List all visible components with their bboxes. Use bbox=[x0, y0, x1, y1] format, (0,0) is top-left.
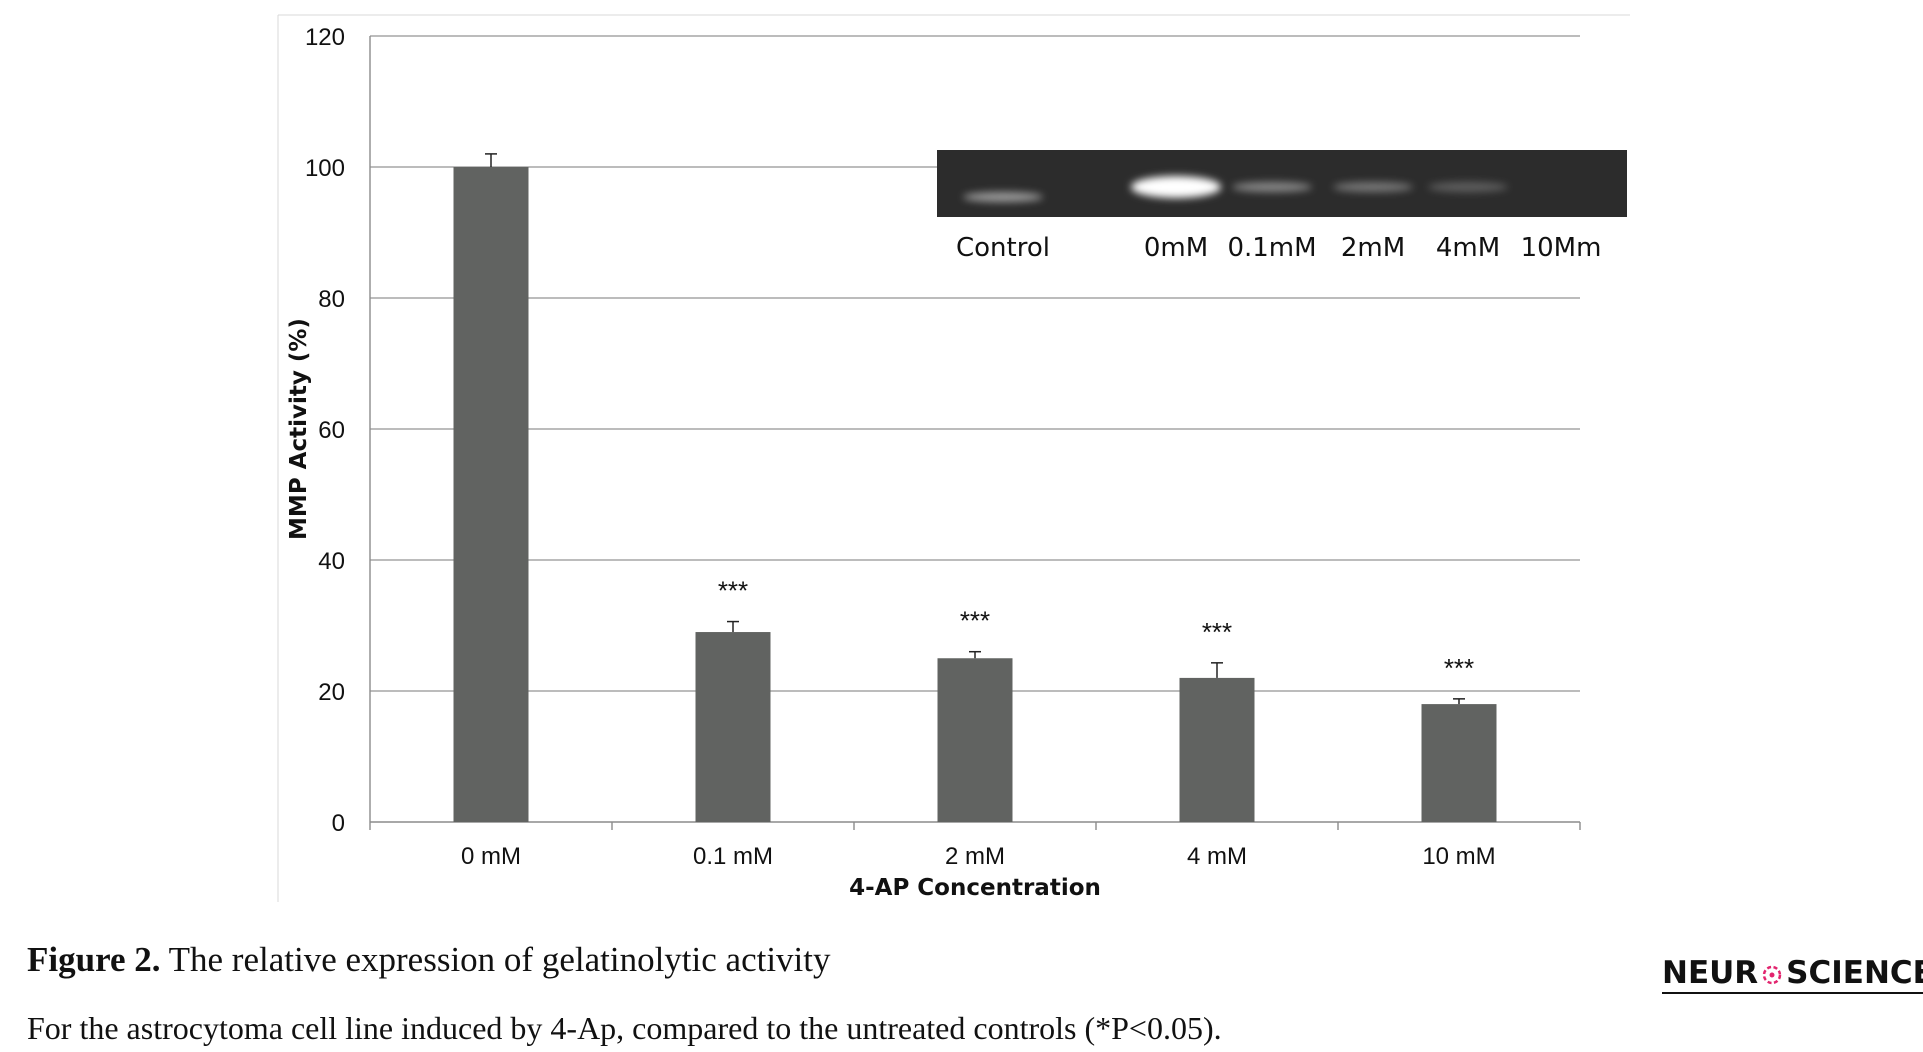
gel-lane-labels: Control 0mM 0.1mM 2mM 4mM 10Mm bbox=[956, 233, 1601, 263]
y-tick-label-20: 20 bbox=[318, 679, 345, 706]
x-tick-label-2: 0.1 mM bbox=[693, 843, 773, 870]
brain-network-icon bbox=[1762, 965, 1782, 984]
logo-text-left: NEUR bbox=[1662, 955, 1759, 991]
gel-lane-label-2: 0mM bbox=[1144, 233, 1208, 263]
logo-text-right: SCIENCE bbox=[1786, 955, 1923, 991]
significance-label-5: *** bbox=[1444, 653, 1474, 683]
significance-label-4: *** bbox=[1202, 617, 1232, 647]
bar-4 bbox=[1179, 677, 1255, 822]
gel-bands bbox=[963, 176, 1508, 202]
gel-band-4 bbox=[1333, 182, 1413, 192]
gel-lane-label-4: 2mM bbox=[1341, 233, 1405, 263]
figure-caption-title: Figure 2. The relative expression of gel… bbox=[27, 940, 831, 980]
bar-3 bbox=[937, 658, 1013, 822]
x-tick-label-4: 4 mM bbox=[1187, 843, 1247, 870]
gel-band-2 bbox=[1131, 176, 1221, 198]
figure-caption-body: For the astrocytoma cell line induced by… bbox=[27, 1010, 1222, 1046]
y-tick-label-100: 100 bbox=[305, 155, 345, 182]
x-axis-title: 4-AP Concentration bbox=[849, 875, 1101, 901]
gel-lane-label-1: Control bbox=[956, 233, 1050, 263]
gel-band-3 bbox=[1232, 182, 1312, 192]
bar-1 bbox=[453, 167, 529, 822]
labels: 0 20 40 60 80 100 120 0 mM 0.1 mM *** 2 mM *** 4 mM *… bbox=[286, 24, 1496, 901]
bar-5 bbox=[1421, 704, 1497, 822]
gel-lane-label-5: 4mM bbox=[1436, 233, 1500, 263]
significance-label-2: *** bbox=[718, 576, 748, 606]
x-tick-label-5: 10 mM bbox=[1422, 843, 1495, 870]
figure-label: Figure 2. bbox=[27, 940, 161, 979]
y-tick-label-120: 120 bbox=[305, 24, 345, 51]
bar-2 bbox=[695, 632, 771, 822]
gel-band-5 bbox=[1428, 182, 1508, 192]
bars bbox=[453, 153, 1497, 822]
x-tick-label-3: 2 mM bbox=[945, 843, 1005, 870]
x-tick-label-1: 0 mM bbox=[461, 843, 521, 870]
bar-chart: 0 20 40 60 80 100 120 0 mM 0.1 mM *** 2 mM *** 4 mM *… bbox=[277, 14, 1630, 902]
gel-band-1 bbox=[963, 192, 1043, 202]
gel-lane-label-6: 10Mm bbox=[1521, 233, 1602, 263]
figure-title: The relative expression of gelatinolytic… bbox=[168, 940, 831, 979]
gel-inset: Control 0mM 0.1mM 2mM 4mM 10Mm bbox=[937, 150, 1627, 263]
y-tick-label-80: 80 bbox=[318, 286, 345, 313]
gel-lane-label-3: 0.1mM bbox=[1227, 233, 1316, 263]
y-tick-label-0: 0 bbox=[332, 810, 345, 837]
gridlines bbox=[370, 35, 1580, 692]
significance-label-3: *** bbox=[960, 606, 990, 636]
chart-figure: 0 20 40 60 80 100 120 0 mM 0.1 mM *** 2 mM *** 4 mM *… bbox=[277, 14, 1630, 902]
y-tick-label-40: 40 bbox=[318, 548, 345, 575]
y-tick-label-60: 60 bbox=[318, 417, 345, 444]
neuroscience-logo: NEUR SCIENCE bbox=[1662, 955, 1923, 994]
y-axis-title: MMP Activity (%) bbox=[286, 318, 312, 540]
